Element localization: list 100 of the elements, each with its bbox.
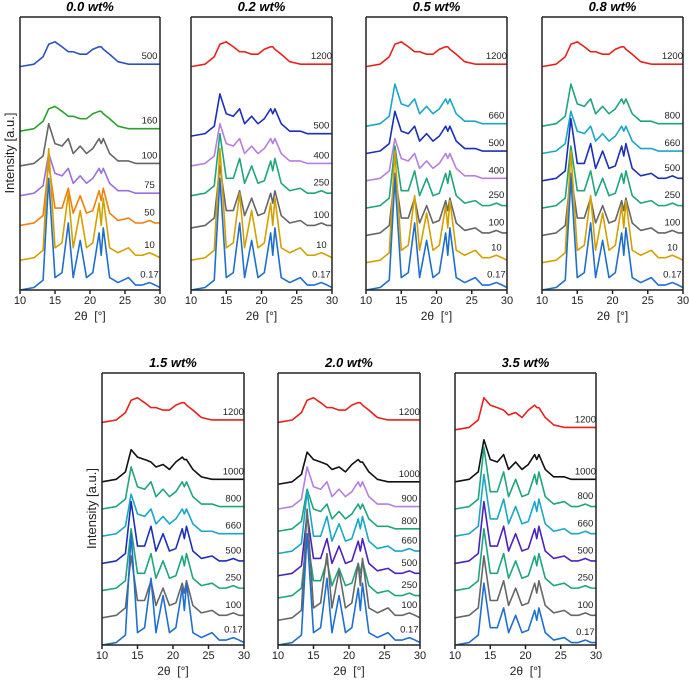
series-label: 10	[144, 240, 155, 251]
x-tick-label: 10	[96, 650, 108, 662]
x-tick-label: 20	[166, 650, 180, 662]
series-label: 10	[316, 240, 327, 251]
series-label: 0.17	[400, 624, 419, 636]
x-tick-label: 20	[342, 650, 356, 662]
x-axis-title: 2θ [°]	[332, 664, 366, 678]
series-label: 0.17	[224, 624, 243, 636]
x-tick-label: 30	[238, 650, 250, 662]
series-label: 800	[577, 491, 594, 502]
x-tick-label: 30	[590, 650, 602, 662]
series-label: 900	[401, 494, 418, 505]
series-label: 1200	[222, 406, 244, 418]
series-label: 75	[144, 180, 155, 192]
series-label: 500	[225, 545, 242, 556]
x-axis-title: 2θ [°]	[508, 664, 542, 678]
series-label: 660	[225, 520, 242, 532]
x-tick-label: 10	[536, 294, 548, 307]
series-label: 0.17	[576, 627, 595, 638]
series-label: 1000	[574, 466, 596, 478]
series-label: 1200	[398, 406, 420, 418]
x-tick-label: 15	[307, 650, 320, 662]
series-label: 250	[577, 572, 594, 584]
chart-title: 3.5 wt%	[500, 355, 550, 370]
series-label: 250	[225, 572, 242, 584]
series-label: 100	[313, 210, 330, 221]
x-tick-label: 30	[414, 650, 426, 662]
x-tick-label: 30	[326, 294, 338, 307]
x-axis-title: 2θ [°]	[244, 309, 278, 323]
series-label: 10	[491, 242, 502, 254]
series-label: 10	[667, 242, 678, 254]
x-tick-label: 10	[448, 650, 462, 662]
series-label: 50	[144, 208, 155, 219]
chart-title: 2.0 wt%	[324, 355, 374, 370]
series-label: 250	[488, 190, 504, 202]
x-axis-title: 2θ [°]	[73, 309, 107, 323]
x-tick-label: 25	[642, 294, 654, 307]
series-label: 1200	[310, 51, 332, 62]
x-tick-label: 10	[272, 650, 284, 662]
series-label: 100	[142, 150, 158, 162]
series-label: 0.17	[312, 270, 331, 281]
series-label: 500	[488, 138, 504, 150]
x-tick-label: 20	[255, 294, 268, 307]
x-tick-label: 25	[466, 294, 478, 307]
series-label: 500	[577, 545, 594, 556]
series-label: 100	[225, 600, 242, 611]
series-label: 400	[488, 165, 504, 176]
x-tick-label: 25	[202, 650, 215, 662]
x-tick-label: 15	[48, 294, 62, 307]
x-tick-label: 10	[14, 294, 26, 307]
series-label: 1200	[486, 51, 507, 62]
series-label: 100	[401, 600, 418, 611]
series-label: 660	[664, 138, 680, 150]
x-tick-label: 25	[554, 650, 567, 662]
series-label: 500	[664, 162, 680, 174]
series-label: 500	[142, 51, 158, 62]
x-tick-label: 20	[519, 650, 532, 662]
x-axis-title: 2θ [°]	[420, 309, 454, 323]
series-label: 100	[577, 600, 594, 611]
chart-title: 0.8 wt%	[588, 0, 638, 14]
chart-title: 1.5 wt%	[148, 355, 198, 370]
series-label: 0.17	[140, 270, 159, 281]
series-label: 660	[577, 518, 594, 530]
series-label: 1200	[662, 51, 683, 62]
series-label: 0.17	[487, 270, 506, 281]
series-label: 660	[401, 536, 418, 547]
chart-title: 0.0 wt%	[65, 0, 115, 14]
series-label: 1000	[398, 468, 420, 480]
x-tick-label: 20	[430, 294, 443, 307]
x-tick-label: 10	[184, 294, 198, 307]
series-label: 250	[401, 580, 418, 592]
x-tick-label: 25	[378, 650, 391, 662]
series-label: 100	[664, 217, 680, 228]
series-label: 250	[313, 178, 330, 189]
x-axis-title: 2θ [°]	[156, 664, 190, 678]
series-label: 1000	[222, 466, 244, 478]
y-axis-title: Intensity [a.u.]	[2, 112, 17, 194]
series-label: 500	[313, 120, 330, 132]
series-label: 800	[664, 110, 680, 122]
x-tick-label: 25	[118, 294, 132, 307]
x-tick-label: 10	[360, 294, 372, 307]
x-tick-label: 15	[395, 294, 408, 307]
x-tick-label: 30	[154, 294, 166, 307]
series-label: 800	[225, 494, 242, 505]
x-tick-label: 15	[571, 294, 584, 307]
x-tick-label: 30	[676, 294, 689, 307]
series-label: 160	[142, 116, 158, 127]
x-tick-label: 30	[500, 294, 514, 307]
x-tick-label: 20	[84, 294, 96, 307]
x-tick-label: 15	[220, 294, 232, 307]
series-label: 0.17	[663, 270, 682, 281]
series-label: 500	[401, 558, 418, 569]
series-label: 800	[401, 516, 418, 527]
x-tick-label: 15	[131, 650, 144, 662]
series-label: 100	[488, 217, 504, 228]
chart-title: 0.5 wt%	[412, 0, 462, 14]
x-tick-label: 15	[484, 650, 496, 662]
chart-title: 0.2 wt%	[236, 0, 286, 14]
x-tick-label: 20	[606, 294, 619, 307]
series-label: 400	[313, 150, 330, 162]
